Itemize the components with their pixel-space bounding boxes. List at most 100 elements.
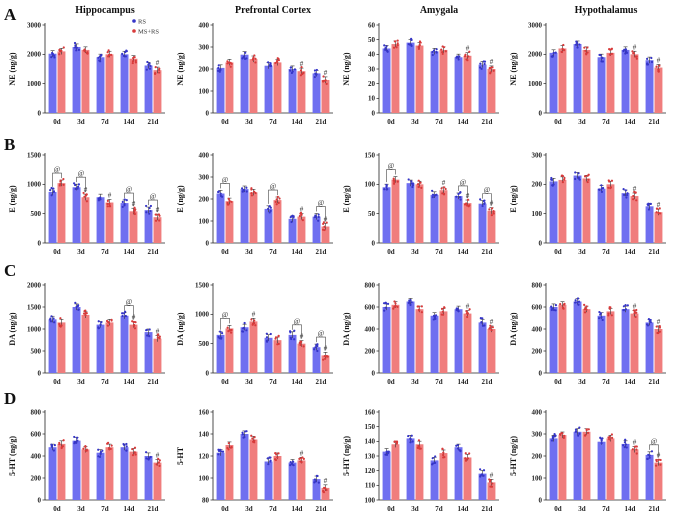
data-point bbox=[648, 454, 651, 457]
bar-msrs bbox=[273, 456, 282, 500]
x-tick-label: 21d bbox=[482, 248, 493, 256]
data-point bbox=[459, 198, 462, 201]
data-point bbox=[124, 310, 127, 313]
bar-rs bbox=[264, 65, 273, 113]
data-point bbox=[106, 202, 109, 206]
y-axis-label: DA (ng/g) bbox=[176, 312, 185, 345]
x-tick-label: 0d bbox=[53, 378, 61, 386]
data-point bbox=[217, 453, 220, 456]
data-point bbox=[431, 53, 434, 57]
y-tick-label: 600 bbox=[31, 430, 42, 438]
data-point bbox=[600, 184, 603, 187]
x-tick-label: 0d bbox=[53, 118, 61, 126]
data-point bbox=[459, 191, 462, 194]
data-point bbox=[275, 198, 278, 201]
data-point bbox=[649, 318, 652, 322]
data-point bbox=[395, 441, 399, 444]
data-point bbox=[550, 439, 554, 442]
data-point bbox=[62, 46, 65, 49]
bar-msrs bbox=[391, 444, 400, 500]
data-point bbox=[313, 69, 317, 72]
data-point bbox=[563, 178, 566, 181]
data-point bbox=[411, 440, 414, 443]
data-point bbox=[109, 447, 112, 451]
bar-rs bbox=[48, 191, 57, 243]
data-point bbox=[125, 442, 128, 446]
data-point bbox=[574, 177, 577, 181]
significance-marker-hash: # bbox=[633, 185, 637, 193]
data-point bbox=[383, 188, 386, 191]
legend-marker-rs bbox=[132, 19, 136, 23]
data-point bbox=[442, 193, 446, 196]
x-tick-label: 14d bbox=[625, 378, 636, 386]
chart-panel: 5-HT (ng/g) 0 200 400 600 800 0d 3d 7d 14d 21d # bbox=[8, 408, 165, 513]
data-point bbox=[456, 307, 459, 310]
data-point bbox=[607, 436, 610, 439]
data-point bbox=[607, 312, 610, 315]
chart-panel: E (ng/g) 0 100 200 300 0d 3d 7d 14d 21d # # bbox=[509, 151, 666, 256]
bar-rs bbox=[645, 60, 654, 113]
data-point bbox=[230, 446, 233, 449]
data-point bbox=[323, 225, 326, 228]
y-tick-label: 2000 bbox=[27, 51, 42, 59]
bar-rs bbox=[454, 57, 463, 113]
data-point bbox=[435, 48, 438, 51]
x-tick-label: 7d bbox=[602, 118, 610, 126]
bar-rs bbox=[382, 451, 391, 500]
data-point bbox=[52, 449, 55, 452]
data-point bbox=[154, 213, 157, 216]
data-point bbox=[84, 314, 87, 317]
data-point bbox=[586, 46, 589, 49]
data-point bbox=[290, 337, 293, 341]
significance-bracket bbox=[316, 336, 326, 351]
data-point bbox=[622, 305, 625, 308]
bar-msrs bbox=[57, 443, 66, 500]
data-point bbox=[245, 430, 248, 433]
data-point bbox=[245, 329, 248, 332]
data-point bbox=[292, 460, 295, 463]
bar-msrs bbox=[321, 80, 330, 113]
data-point bbox=[106, 205, 109, 208]
bar-rs bbox=[288, 334, 297, 373]
data-point bbox=[122, 54, 125, 57]
bar-rs bbox=[430, 51, 439, 113]
data-point bbox=[625, 194, 629, 197]
data-point bbox=[561, 432, 564, 435]
data-point bbox=[635, 452, 638, 455]
bar-rs bbox=[645, 454, 654, 500]
data-point bbox=[77, 48, 81, 52]
data-point bbox=[325, 82, 328, 85]
data-point bbox=[226, 326, 229, 329]
y-tick-label: 200 bbox=[199, 65, 210, 73]
significance-marker-at: @ bbox=[270, 183, 277, 191]
data-point bbox=[489, 324, 492, 327]
data-point bbox=[658, 330, 661, 333]
data-point bbox=[289, 464, 292, 467]
y-tick-label: 140 bbox=[199, 430, 210, 438]
data-point bbox=[600, 316, 603, 319]
x-tick-label: 0d bbox=[554, 505, 562, 513]
data-point bbox=[563, 302, 566, 305]
bar-rs bbox=[549, 438, 558, 500]
data-point bbox=[392, 307, 395, 310]
bar-msrs bbox=[487, 69, 496, 113]
significance-marker-at: @ bbox=[126, 298, 133, 306]
data-point bbox=[266, 457, 269, 460]
x-tick-label: 0d bbox=[554, 378, 562, 386]
x-tick-label: 7d bbox=[269, 118, 277, 126]
bar-msrs bbox=[391, 44, 400, 113]
data-point bbox=[131, 448, 134, 451]
data-point bbox=[134, 61, 137, 64]
data-point bbox=[265, 336, 269, 339]
x-tick-label: 7d bbox=[101, 378, 109, 386]
significance-bracket bbox=[316, 206, 326, 222]
data-point bbox=[655, 325, 658, 328]
chart-panel: 5-HT 80 100 120 140 160 0d 3d 7d 14d 21d # # bbox=[176, 408, 333, 513]
bar-msrs bbox=[415, 309, 424, 373]
row-label-a: A bbox=[4, 5, 17, 24]
data-point bbox=[634, 191, 637, 194]
chart-panel: DA (ng/g) 0 200 400 600 800 0d 3d 7d 14d 21d # # bbox=[342, 281, 499, 386]
significance-marker-hash: # bbox=[633, 438, 637, 446]
data-point bbox=[552, 51, 555, 54]
data-point bbox=[325, 221, 328, 224]
